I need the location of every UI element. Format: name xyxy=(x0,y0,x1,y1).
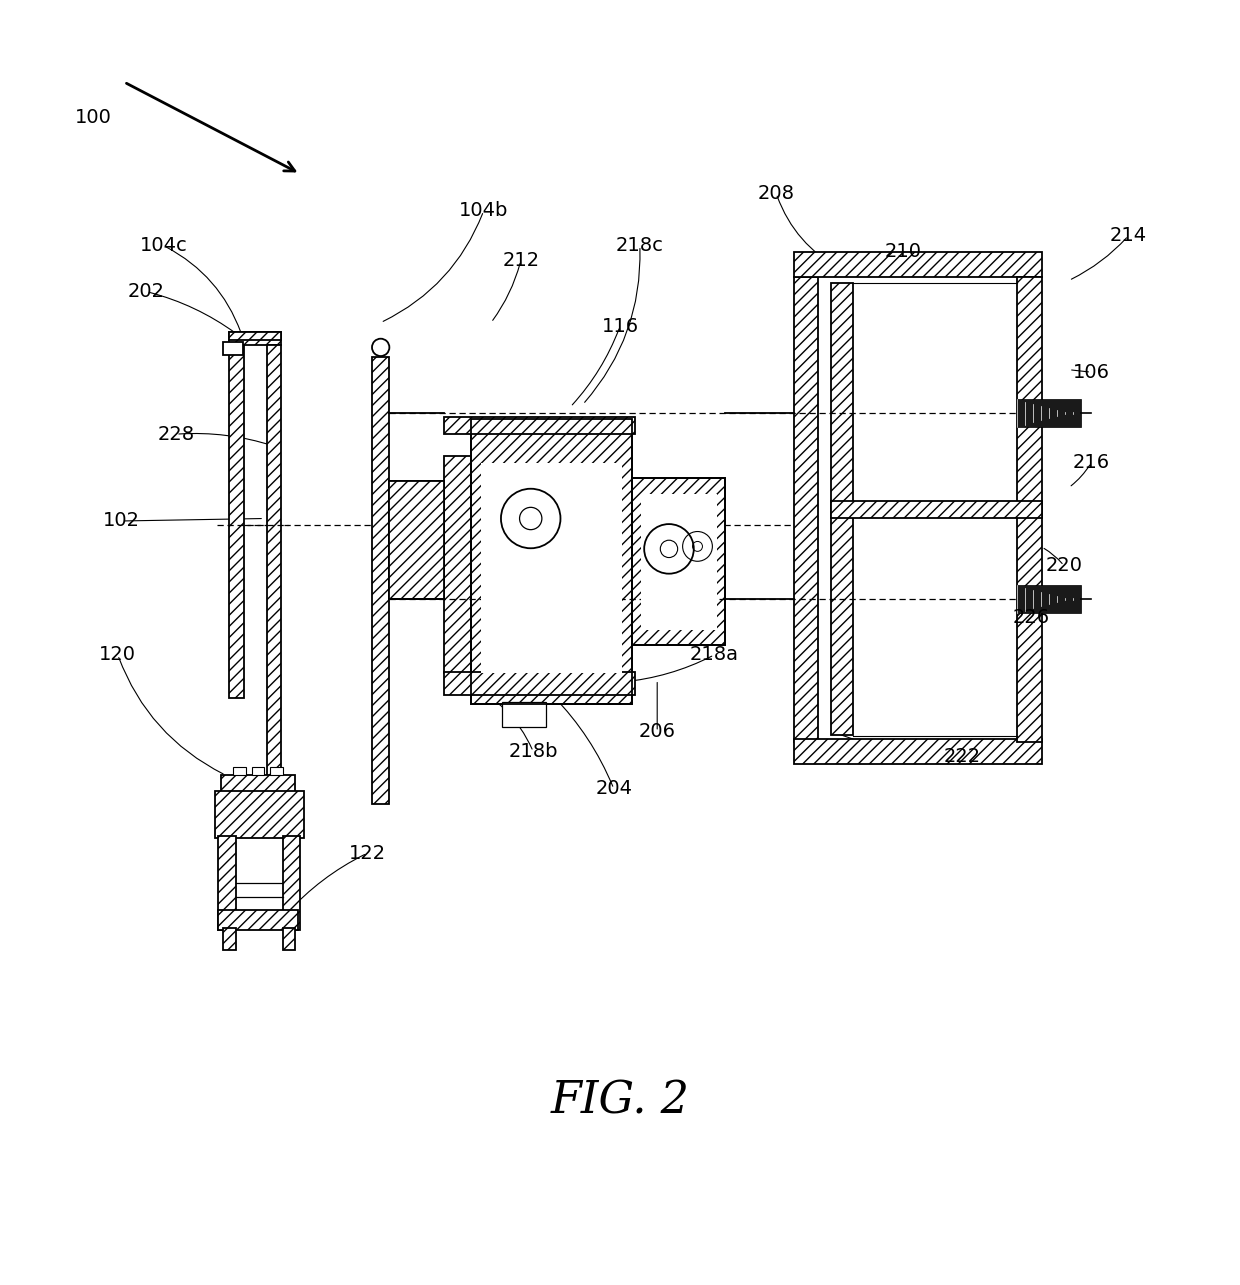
Bar xyxy=(794,252,1042,276)
Bar xyxy=(471,419,632,704)
Text: 218c: 218c xyxy=(616,236,663,256)
Bar xyxy=(502,702,546,727)
Bar xyxy=(794,276,818,741)
Bar xyxy=(1017,586,1081,613)
Text: 222: 222 xyxy=(944,747,981,766)
Text: 120: 120 xyxy=(99,645,136,664)
Bar xyxy=(233,766,246,775)
Text: 214: 214 xyxy=(1110,226,1147,245)
Text: 228: 228 xyxy=(157,424,195,443)
Text: 122: 122 xyxy=(348,844,386,862)
Bar xyxy=(831,283,853,735)
Bar xyxy=(229,333,281,341)
Text: 116: 116 xyxy=(601,317,639,335)
Text: FIG. 2: FIG. 2 xyxy=(551,1079,689,1123)
Text: 102: 102 xyxy=(103,511,140,531)
Bar xyxy=(632,478,725,645)
Bar xyxy=(372,357,389,803)
Text: 218b: 218b xyxy=(508,743,558,761)
Bar xyxy=(223,928,236,950)
Text: 208: 208 xyxy=(758,184,795,203)
Text: 106: 106 xyxy=(1073,362,1110,382)
Bar xyxy=(444,416,635,434)
Text: 104c: 104c xyxy=(140,236,187,256)
Bar xyxy=(1017,276,1042,741)
Bar xyxy=(267,344,281,803)
Bar xyxy=(270,766,283,775)
Bar xyxy=(389,482,444,599)
Text: 220: 220 xyxy=(1045,556,1083,576)
Text: 212: 212 xyxy=(502,251,539,270)
Bar xyxy=(444,672,635,695)
Bar xyxy=(641,493,717,630)
Text: 226: 226 xyxy=(1013,608,1050,627)
Bar xyxy=(831,501,1042,518)
Bar xyxy=(221,775,295,794)
Bar xyxy=(389,482,444,599)
Bar xyxy=(794,739,1042,765)
Bar xyxy=(215,792,304,838)
Text: 210: 210 xyxy=(884,243,921,261)
Text: 202: 202 xyxy=(128,283,165,301)
Text: 218a: 218a xyxy=(689,645,739,664)
Text: 100: 100 xyxy=(74,108,112,127)
Bar xyxy=(283,928,295,950)
Bar xyxy=(471,419,632,704)
Bar xyxy=(444,456,471,673)
Bar xyxy=(218,837,236,930)
Bar xyxy=(481,463,622,673)
Bar xyxy=(1017,400,1081,427)
Bar xyxy=(229,344,244,698)
Text: 204: 204 xyxy=(595,779,632,798)
Bar xyxy=(229,333,281,344)
Bar xyxy=(252,766,264,775)
Bar xyxy=(632,478,725,645)
Text: 216: 216 xyxy=(1073,454,1110,472)
Bar xyxy=(283,837,300,930)
Text: 104b: 104b xyxy=(459,202,508,221)
Bar xyxy=(218,910,298,930)
Text: 206: 206 xyxy=(639,722,676,741)
Bar xyxy=(223,342,243,355)
